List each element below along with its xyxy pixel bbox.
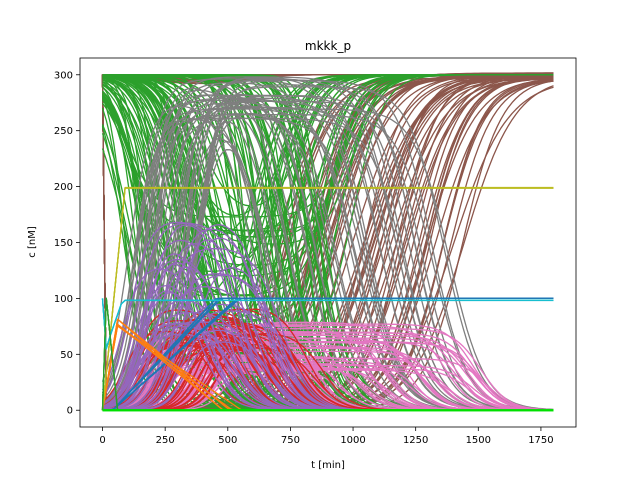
series-step_to_100-3 bbox=[101, 298, 554, 350]
y-axis-label: c [nM] bbox=[27, 226, 38, 258]
series-late_plateau-53 bbox=[102, 324, 554, 411]
chart-title: mkkk_p bbox=[305, 39, 351, 53]
y-tick-label-0: 0 bbox=[67, 406, 73, 417]
series-rise_to_200-3 bbox=[101, 186, 554, 411]
series-pulse_to_300-16 bbox=[101, 108, 554, 411]
x-tick-label-5: 1250 bbox=[403, 435, 428, 446]
y-tick-label-6: 300 bbox=[54, 70, 73, 81]
y-tick-label-4: 200 bbox=[54, 182, 73, 193]
y-axis: 0 50 100 150 200 250 300 bbox=[54, 70, 80, 417]
y-tick-label-1: 50 bbox=[60, 350, 73, 361]
x-tick-label-2: 500 bbox=[218, 435, 237, 446]
x-tick-label-0: 0 bbox=[99, 435, 105, 446]
x-axis-label: t [min] bbox=[311, 460, 345, 471]
y-tick-label-3: 150 bbox=[54, 238, 73, 249]
x-tick-label-1: 250 bbox=[156, 435, 175, 446]
series-group bbox=[101, 72, 554, 412]
series-recover_to_300-34 bbox=[102, 74, 554, 365]
y-tick-label-2: 100 bbox=[54, 294, 73, 305]
x-axis: 0 250 500 750 1000 1250 1500 1750 bbox=[99, 427, 554, 446]
x-tick-label-7: 1750 bbox=[528, 435, 553, 446]
x-tick-label-6: 1500 bbox=[466, 435, 491, 446]
x-tick-label-4: 1000 bbox=[340, 435, 365, 446]
x-tick-label-3: 750 bbox=[281, 435, 300, 446]
y-tick-label-5: 250 bbox=[54, 126, 73, 137]
series-ramp_to_100-7 bbox=[102, 297, 554, 411]
